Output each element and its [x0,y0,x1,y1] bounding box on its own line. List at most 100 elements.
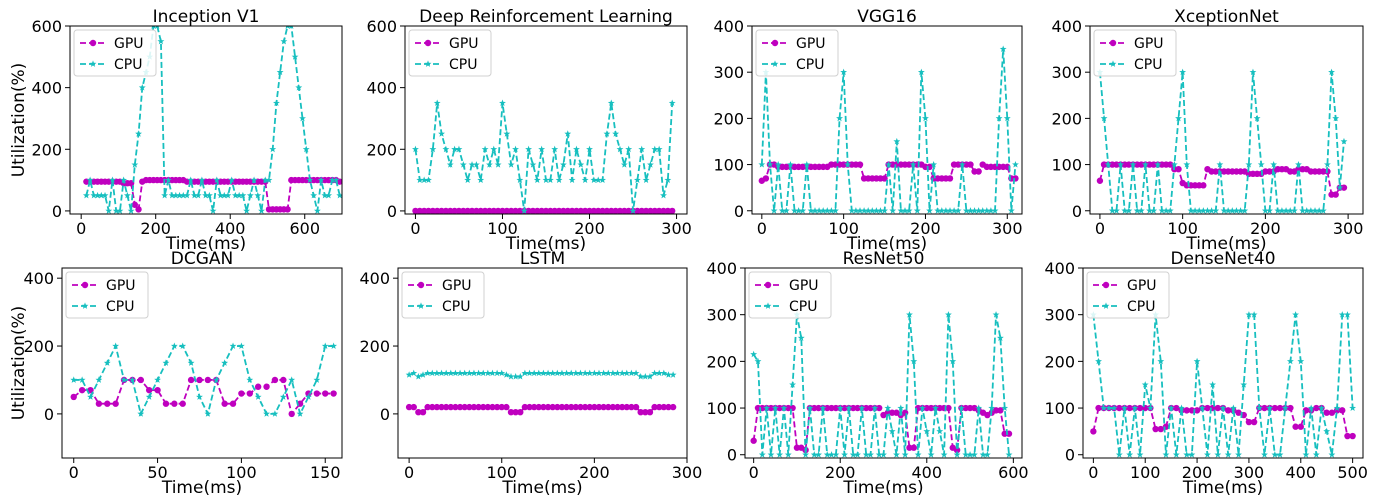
cpu-data-point [198,176,206,184]
cpu-data-point [1117,160,1125,168]
cpu-data-point [868,207,876,214]
x-tick-label: 600 [998,463,1029,482]
cpu-data-point [157,37,165,45]
gpu-data-point [196,376,203,384]
cpu-data-point [1328,451,1336,458]
cpu-data-point [1214,451,1222,458]
axes-frame [751,25,1023,215]
cpu-data-point [1178,404,1185,411]
x-tick-label: 300 [992,219,1023,238]
gpu-data-point [322,390,329,397]
cpu-data-point [313,376,321,383]
cpu-data-point [867,451,874,458]
cpu-data-point [848,207,856,214]
gpu-data-point [605,403,612,411]
cpu-data-point [604,369,612,377]
cpu-data-point [1136,451,1144,458]
cpu-data-point [112,207,120,214]
cpu-data-point [637,372,645,380]
legend-gpu-marker [771,39,779,47]
y-tick-label: 400 [23,269,54,288]
cpu-data-point [1276,451,1284,458]
gpu-data-point [1095,404,1102,412]
chart-title: VGG16 [857,7,917,27]
x-tick-label: 100 [1130,463,1161,482]
gpu-data-point [498,403,505,411]
cpu-data-point [455,145,463,153]
chart-panel: 0 100 200 300 400 500 0 100 200 300 400 DenseNet40 T… [1044,249,1367,497]
cpu-data-point [191,191,198,199]
chart-title: XceptionNet [1174,7,1279,27]
cpu-data-point [261,176,269,184]
cpu-data-point [321,342,329,349]
cpu-data-point [1121,404,1128,411]
cpu-data-point [996,334,1004,341]
cpu-data-point [521,369,529,377]
gpu-data-point [484,403,492,411]
cpu-data-point [162,359,170,366]
cpu-data-point [1110,404,1118,411]
gpu-data-point [429,403,436,411]
gpu-data-point [405,403,413,411]
cpu-data-point [1344,311,1351,318]
x-axis-label: Time(ms) [842,478,923,497]
cpu-data-point [424,369,432,377]
cpu-data-point [170,342,178,349]
cpu-data-point [1166,207,1174,214]
legend-gpu-marker [424,39,432,47]
cpu-data-point [936,427,944,435]
x-tick-label: 100 [828,219,859,238]
cpu-data-point [235,191,243,199]
y-tick-label: 0 [52,202,62,221]
cpu-data-point [82,191,90,199]
cpu-data-point [179,342,187,349]
cpu-data-point [459,161,467,168]
cpu-data-point [957,404,965,411]
cpu-data-point [889,207,897,214]
cpu-data-point [90,191,98,199]
gpu-series-line [73,379,334,416]
y-tick-label: 200 [23,337,54,356]
cpu-data-point [507,372,515,380]
gpu-data-point [507,408,515,416]
cpu-data-point [871,404,879,411]
cpu-data-point [909,160,917,168]
gpu-data-point [493,403,501,411]
cpu-data-point [472,161,480,168]
cpu-data-point [1195,207,1203,214]
cpu-data-point [405,371,413,378]
cpu-data-point [112,342,120,349]
gpu-data-point [1152,425,1159,433]
cpu-data-point [780,404,788,411]
cpu-data-point [1278,207,1286,214]
legend-label: GPU [114,36,144,52]
cpu-data-point [970,451,978,458]
cpu-data-point [154,376,161,383]
cpu-data-point [884,404,892,411]
cpu-data-point [512,145,519,153]
y-tick-label: 400 [366,79,397,98]
gpu-data-point [288,410,295,418]
cpu-data-point [1253,114,1261,122]
cpu-data-point [950,207,958,214]
gpu-data-point [568,403,575,411]
cpu-data-point [535,369,543,377]
y-tick-label: 200 [706,352,737,371]
cpu-data-point [926,207,933,214]
cpu-data-point [1286,207,1294,214]
gpu-data-point [646,408,654,416]
cpu-data-point [927,451,935,458]
axes-frame [61,267,343,459]
legend-label: GPU [789,278,819,294]
cpu-data-point [302,145,310,153]
cpu-data-point [1204,207,1211,214]
gpu-data-point [563,403,570,411]
gpu-data-point [1245,418,1253,426]
y-tick-label: 0 [380,405,390,424]
cpu-data-point [1302,451,1310,458]
cpu-data-point [778,207,786,214]
cpu-data-point [975,207,983,214]
cpu-data-point [910,357,918,365]
gpu-data-point [910,444,917,451]
cpu-data-point [1012,160,1019,168]
